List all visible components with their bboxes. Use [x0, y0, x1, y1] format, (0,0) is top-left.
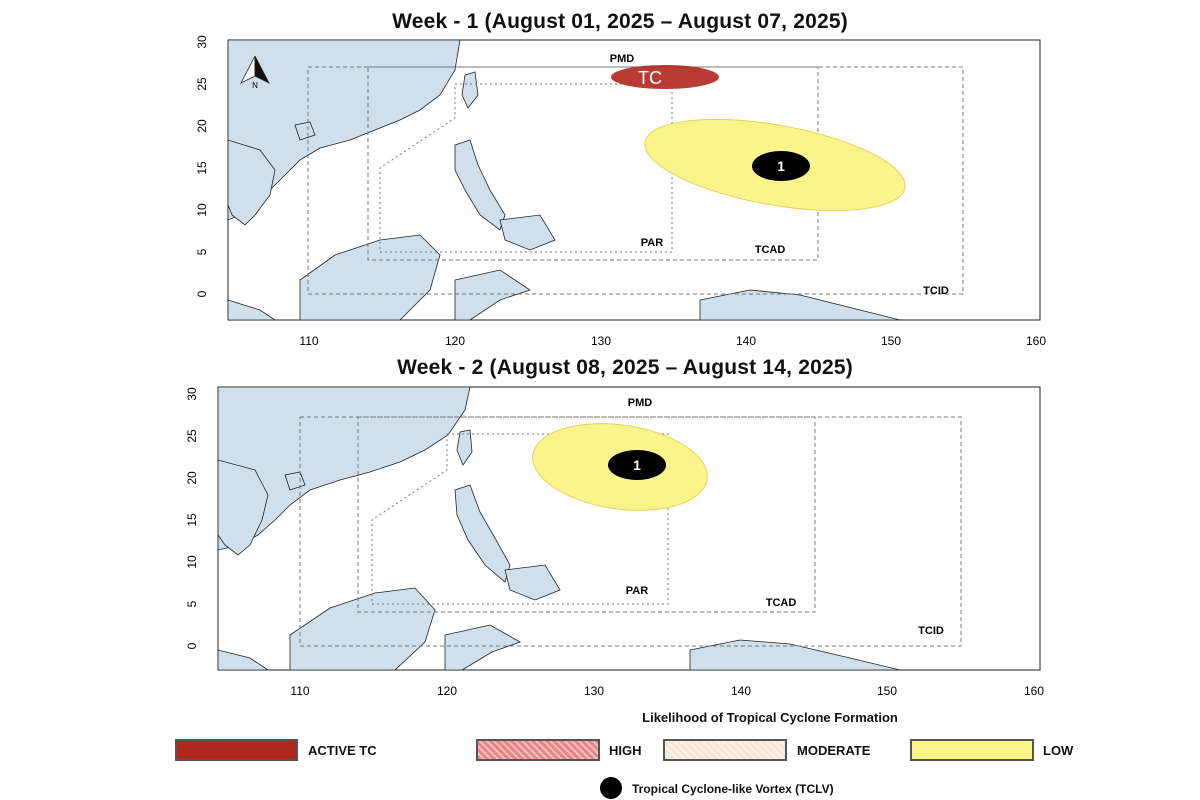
- lon-tick-160: 160: [1026, 334, 1046, 348]
- label-par: PAR: [641, 237, 663, 249]
- label-tcad: TCAD: [755, 244, 786, 256]
- lon-ticks: 110 120 130 140 150 160: [290, 684, 1044, 698]
- land-taiwan: [456, 429, 473, 466]
- label-par: PAR: [626, 585, 648, 597]
- lat-tick-10: 10: [195, 203, 209, 217]
- tcid-boundary: [307, 66, 964, 295]
- land-indochina: [228, 139, 276, 226]
- lon-tick-120: 120: [445, 334, 465, 348]
- legend-swatch-low: [910, 739, 1034, 761]
- label-tcid: TCID: [918, 625, 944, 637]
- tclv-legend-label: Tropical Cyclone-like Vortex (TCLV): [632, 782, 834, 796]
- legend-label-active-tc: ACTIVE TC: [308, 743, 377, 758]
- lon-ticks: 110 120 130 140 150 160: [299, 334, 1046, 348]
- north-label: N: [252, 81, 258, 90]
- lon-tick-140: 140: [731, 684, 751, 698]
- legend-label-low: LOW: [1043, 743, 1074, 758]
- land-borneo: [299, 234, 441, 320]
- legend-title: Likelihood of Tropical Cyclone Formation: [642, 710, 898, 725]
- vortex-marker: [608, 450, 666, 480]
- land-mindanao: [499, 214, 556, 251]
- lon-tick-110: 110: [290, 684, 309, 698]
- land-indochina: [218, 459, 269, 556]
- tclv-legend-icon: [600, 777, 622, 799]
- lat-tick-20: 20: [185, 471, 199, 485]
- land-taiwan: [461, 71, 479, 109]
- lat-tick-10: 10: [185, 555, 199, 569]
- map-week-1: N 1 PMD TC PAR TCAD TCID 0 5 10 15 20 25…: [195, 35, 1046, 348]
- tcid-boundary: [299, 416, 962, 647]
- legend-label-high: HIGH: [609, 743, 642, 758]
- legend-swatch-active-tc: [175, 739, 298, 761]
- land-sumatra: [228, 299, 276, 320]
- land-new-guinea: [699, 289, 901, 320]
- label-tcad: TCAD: [766, 597, 797, 609]
- lat-ticks: 0 5 10 15 20 25 30: [195, 35, 209, 297]
- land-mindanao: [504, 564, 561, 601]
- lon-tick-120: 120: [437, 684, 457, 698]
- lon-tick-110: 110: [299, 334, 318, 348]
- par-boundary: [371, 433, 669, 605]
- lat-tick-20: 20: [195, 119, 209, 133]
- lat-tick-15: 15: [195, 161, 209, 175]
- lat-tick-25: 25: [185, 429, 199, 443]
- lat-tick-0: 0: [195, 290, 209, 297]
- label-tcid: TCID: [923, 285, 949, 297]
- lon-tick-130: 130: [584, 684, 604, 698]
- lat-tick-5: 5: [195, 248, 209, 255]
- lat-tick-25: 25: [195, 77, 209, 91]
- land-sumatra: [218, 649, 269, 670]
- lon-tick-150: 150: [881, 334, 901, 348]
- north-arrow-icon: [240, 55, 270, 84]
- legend-swatch-moderate: [663, 739, 787, 761]
- tcad-boundary: [367, 66, 819, 261]
- label-pmd: PMD: [628, 397, 653, 409]
- map-title-week-2: Week - 2 (August 08, 2025 – August 14, 2…: [397, 356, 853, 379]
- land-hainan: [294, 121, 316, 141]
- vortex-number: 1: [777, 158, 785, 174]
- legend-swatch-high: [476, 739, 600, 761]
- lat-ticks: 0 5 10 15 20 25 30: [185, 387, 199, 649]
- lat-tick-5: 5: [185, 600, 199, 607]
- map-title-week-1: Week - 1 (August 01, 2025 – August 07, 2…: [392, 10, 848, 33]
- vortex-marker: [752, 151, 810, 181]
- lon-tick-140: 140: [736, 334, 756, 348]
- lon-tick-130: 130: [591, 334, 611, 348]
- lon-tick-160: 160: [1024, 684, 1044, 698]
- label-pmd: PMD: [610, 53, 635, 65]
- legend-label-moderate: MODERATE: [797, 743, 871, 758]
- lat-tick-0: 0: [185, 642, 199, 649]
- tcad-boundary: [357, 416, 816, 613]
- label-tc: TC: [638, 68, 662, 88]
- lat-tick-15: 15: [185, 513, 199, 527]
- land-new-guinea: [689, 639, 901, 670]
- land-borneo: [289, 587, 436, 670]
- lat-tick-30: 30: [185, 387, 199, 401]
- lat-tick-30: 30: [195, 35, 209, 49]
- land-sulawesi: [444, 624, 521, 670]
- active-tc-area: [611, 65, 719, 89]
- lon-tick-150: 150: [877, 684, 897, 698]
- map-week-2: 1 PMD PAR TCAD TCID 0 5 10 15 20 25 30 1…: [185, 386, 1044, 698]
- land-sulawesi: [454, 269, 531, 320]
- vortex-number: 1: [633, 457, 641, 473]
